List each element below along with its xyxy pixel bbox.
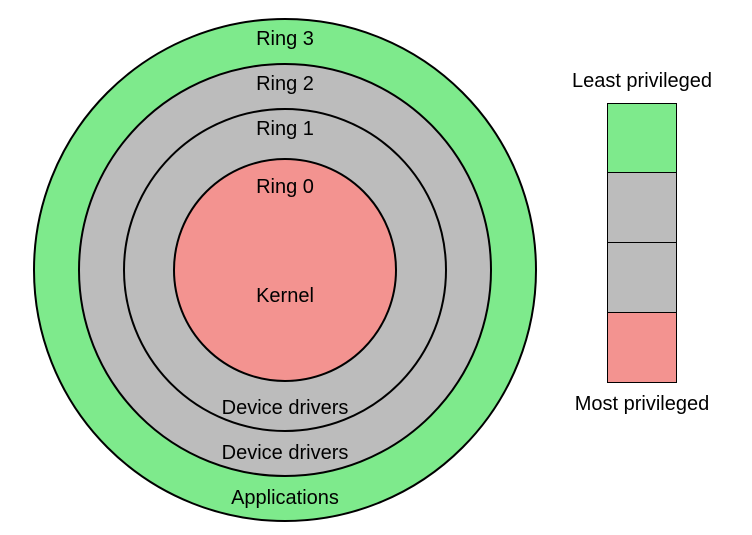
- legend-bottom-label: Most privileged: [567, 393, 717, 416]
- ring-0-bottom-label: Kernel: [256, 285, 314, 308]
- ring-2-bottom-label: Device drivers: [222, 442, 349, 465]
- legend-box-least: [607, 103, 677, 173]
- privilege-legend: Least privileged Most privileged: [567, 70, 717, 416]
- legend-box-mid2: [607, 243, 677, 313]
- ring-1-top-label: Ring 1: [256, 118, 314, 141]
- legend-top-label: Least privileged: [567, 70, 717, 93]
- ring-3-bottom-label: Applications: [231, 487, 339, 510]
- ring-3-top-label: Ring 3: [256, 28, 314, 51]
- privilege-rings-diagram: Ring 3 Ring 2 Ring 1 Ring 0 Kernel Devic…: [30, 15, 540, 525]
- legend-box-most: [607, 313, 677, 383]
- ring-1-bottom-label: Device drivers: [222, 397, 349, 420]
- ring-2-top-label: Ring 2: [256, 73, 314, 96]
- ring-0-top-label: Ring 0: [256, 176, 314, 199]
- legend-box-mid1: [607, 173, 677, 243]
